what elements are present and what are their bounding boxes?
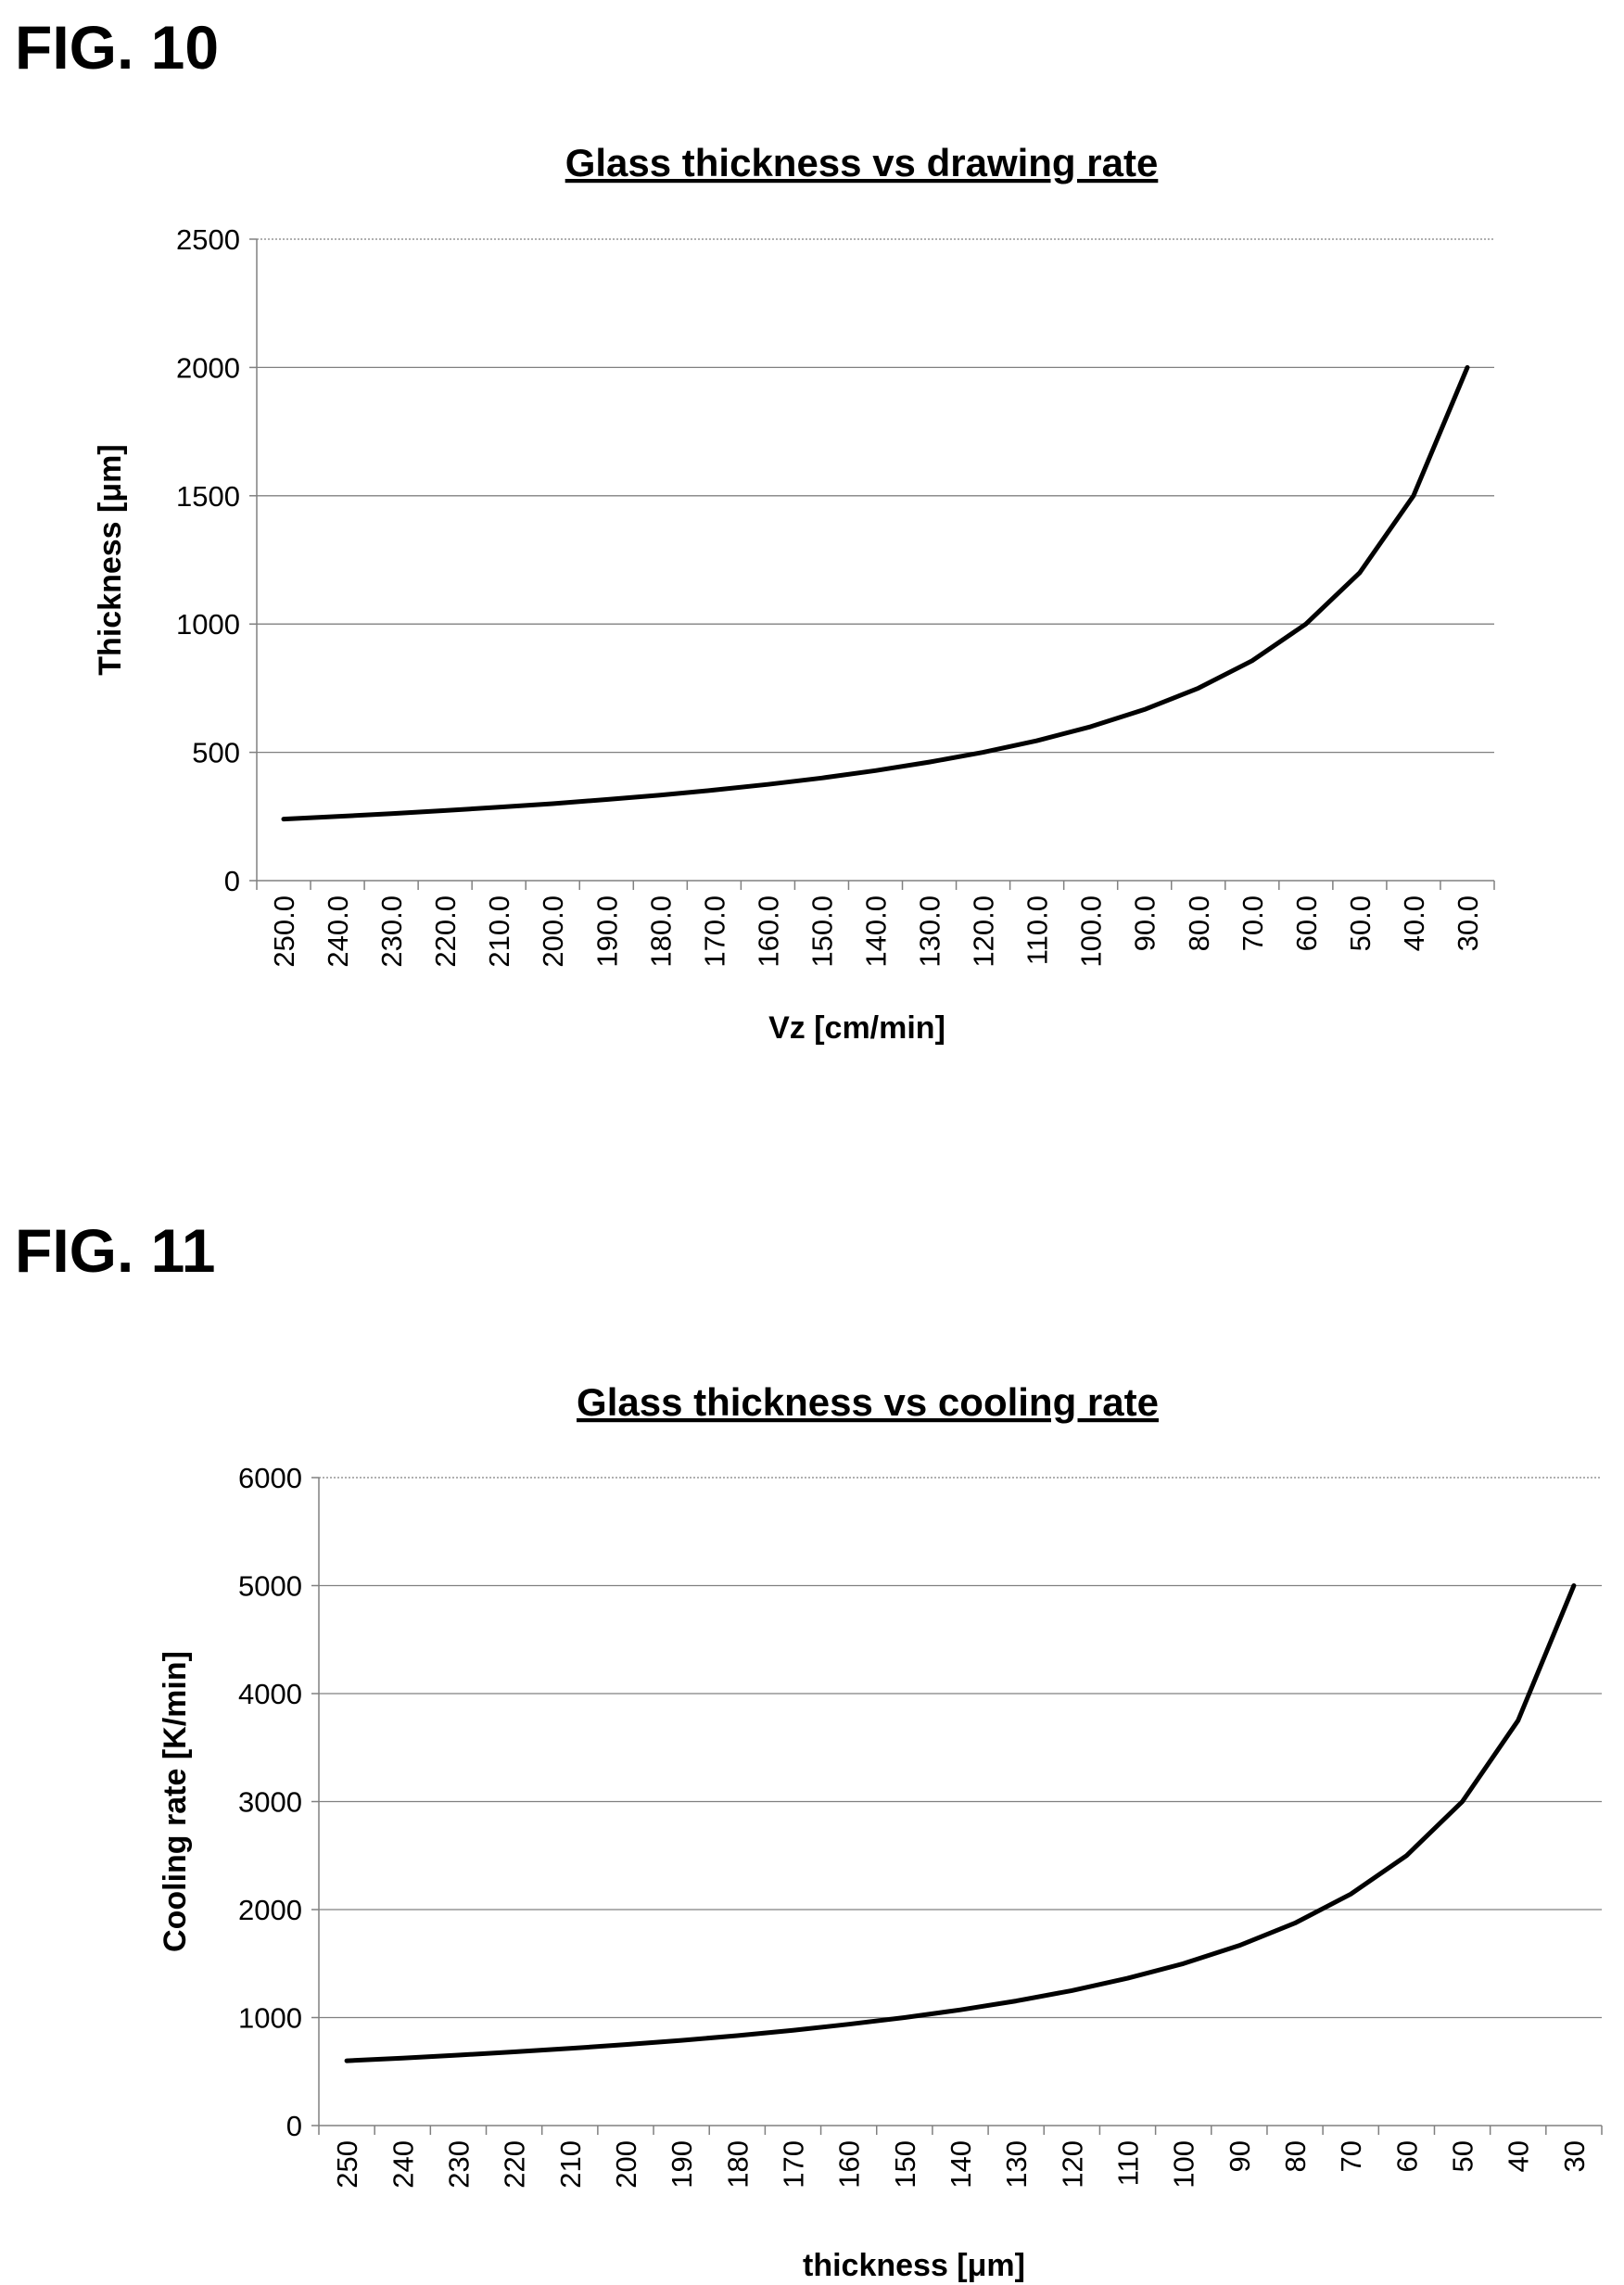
- y-tick-label: 2500: [176, 223, 240, 256]
- x-tick-label: 30.0: [1452, 895, 1484, 951]
- x-tick-label: 70: [1335, 2140, 1367, 2172]
- x-tick-label: 120: [1056, 2140, 1088, 2189]
- y-tick-label: 1500: [176, 480, 240, 513]
- y-axis-title: Cooling rate [K/min]: [158, 1651, 193, 1952]
- x-tick-label: 150.0: [806, 895, 838, 968]
- y-tick-label: 2000: [238, 1894, 302, 1926]
- y-tick-label: 0: [224, 865, 240, 897]
- x-tick-label: 240.0: [322, 895, 354, 968]
- x-tick-label: 200: [610, 2140, 642, 2189]
- x-tick-label: 250.0: [268, 895, 300, 968]
- x-tick-label: 40.0: [1398, 895, 1430, 951]
- x-tick-label: 240: [387, 2140, 419, 2189]
- y-tick-label: 5000: [238, 1570, 302, 1603]
- x-tick-label: 60.0: [1290, 895, 1323, 951]
- x-tick-label: 80: [1279, 2140, 1312, 2172]
- y-tick-label: 0: [286, 2110, 302, 2142]
- x-tick-label: 180.0: [644, 895, 677, 968]
- x-tick-label: 50: [1447, 2140, 1479, 2172]
- x-tick-label: 110: [1112, 2140, 1145, 2186]
- x-tick-label: 110.0: [1021, 895, 1054, 965]
- x-tick-label: 160: [833, 2140, 866, 2189]
- x-tick-label: 30: [1558, 2140, 1591, 2172]
- x-tick-label: 220: [499, 2140, 531, 2189]
- x-tick-label: 100: [1168, 2140, 1200, 2189]
- y-tick-label: 4000: [238, 1678, 302, 1710]
- x-tick-label: 200.0: [537, 895, 569, 968]
- chart-title: Glass thickness vs cooling rate: [577, 1380, 1159, 1424]
- x-tick-label: 220.0: [429, 895, 462, 968]
- y-tick-label: 6000: [238, 1462, 302, 1494]
- x-tick-label: 40: [1503, 2140, 1535, 2172]
- y-axis-title: Thickness [μm]: [93, 444, 128, 675]
- x-axis-title: thickness [μm]: [803, 2248, 1025, 2283]
- x-tick-label: 60: [1390, 2140, 1423, 2172]
- y-tick-label: 1000: [176, 608, 240, 641]
- x-tick-label: 80.0: [1183, 895, 1215, 951]
- x-tick-label: 180: [721, 2140, 754, 2189]
- x-tick-label: 190.0: [590, 895, 623, 968]
- x-tick-label: 210.0: [483, 895, 515, 968]
- figure-label-fig11: FIG. 11: [15, 1216, 216, 1285]
- y-tick-label: 500: [192, 737, 240, 769]
- x-tick-label: 170.0: [698, 895, 730, 968]
- x-tick-label: 190: [666, 2140, 698, 2189]
- y-tick-label: 1000: [238, 2002, 302, 2035]
- x-tick-label: 150: [889, 2140, 921, 2189]
- chart-cooling-rate-vs-thickness: Glass thickness vs cooling rate 0 1000 2000…: [158, 1380, 1603, 2283]
- x-tick-label: 140.0: [860, 895, 893, 968]
- figure-label-fig10: FIG. 10: [15, 13, 220, 82]
- x-axis-title: Vz [cm/min]: [768, 1010, 945, 1046]
- y-tick-label: 2000: [176, 351, 240, 384]
- y-tick-label: 3000: [238, 1786, 302, 1819]
- x-tick-label: 170: [777, 2140, 809, 2189]
- x-tick-label: 90: [1224, 2140, 1256, 2172]
- x-tick-label: 100.0: [1075, 895, 1108, 968]
- x-tick-label: 120.0: [968, 895, 1000, 968]
- x-tick-label: 210: [554, 2140, 587, 2189]
- x-tick-label: 90.0: [1129, 895, 1161, 951]
- x-tick-label: 70.0: [1237, 895, 1269, 951]
- x-tick-label: 250: [331, 2140, 363, 2189]
- x-tick-label: 130: [1000, 2140, 1033, 2189]
- chart-title: Glass thickness vs drawing rate: [565, 141, 1159, 184]
- x-tick-label: 140: [945, 2140, 977, 2189]
- x-tick-label: 130.0: [914, 895, 946, 968]
- series-line: [344, 1583, 1577, 2063]
- chart-thickness-vs-drawing-rate: Glass thickness vs drawing rate 0 500 1000 1…: [93, 141, 1495, 1046]
- series-line: [281, 364, 1470, 822]
- x-tick-label: 50.0: [1344, 895, 1377, 951]
- x-tick-label: 230: [442, 2140, 475, 2189]
- x-tick-label: 160.0: [752, 895, 784, 968]
- x-tick-label: 230.0: [375, 895, 408, 968]
